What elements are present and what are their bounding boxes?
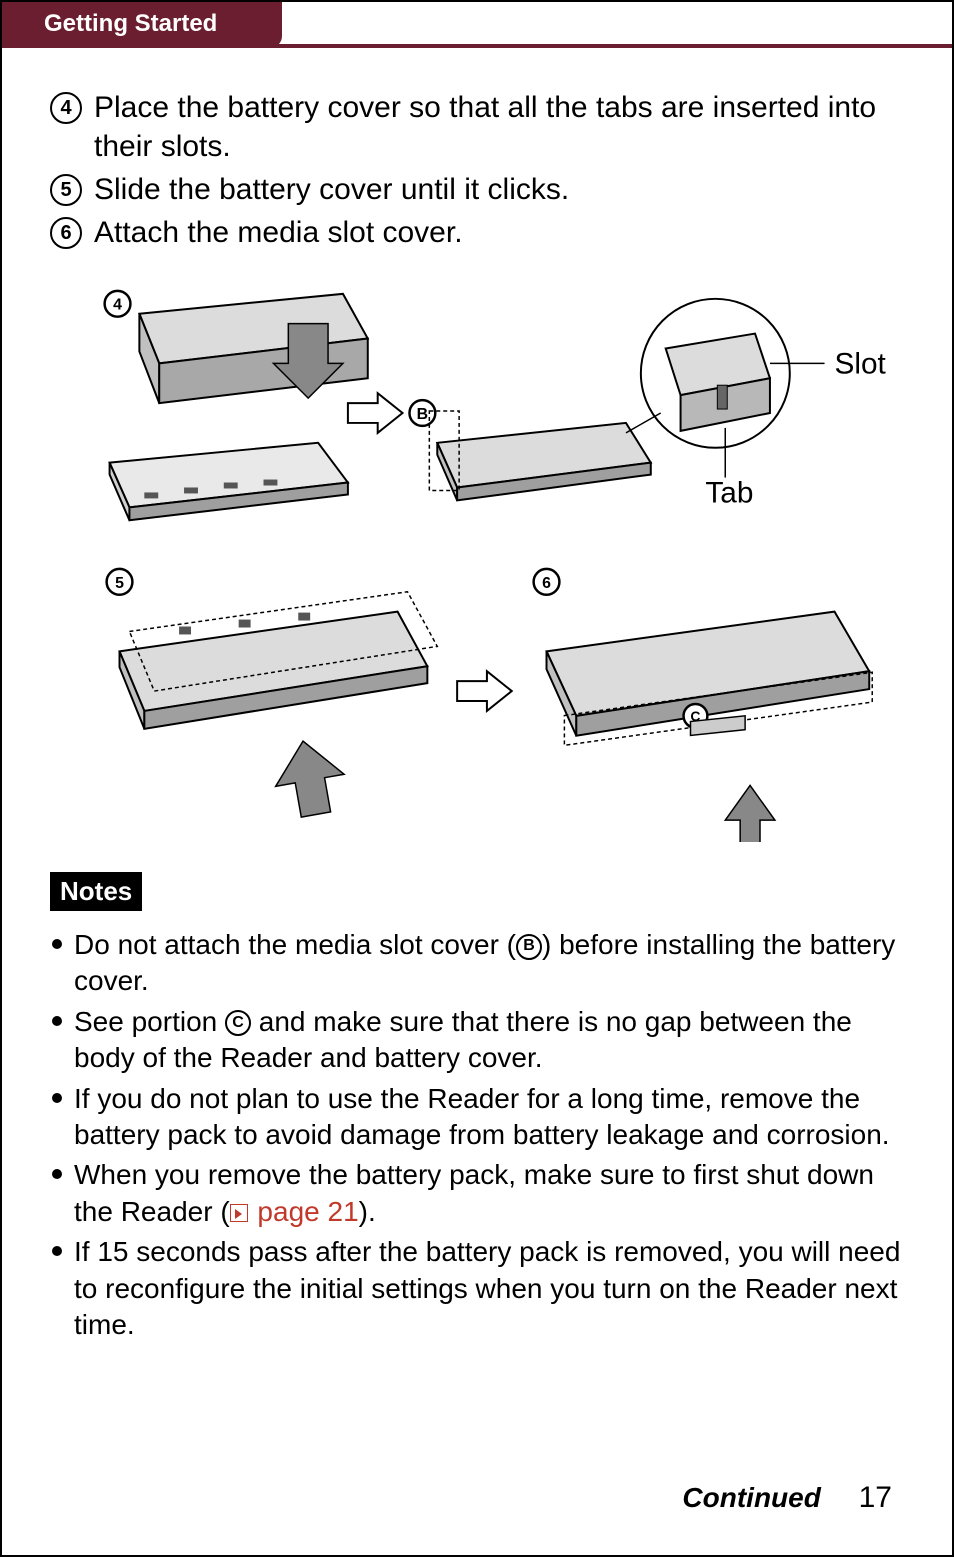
page-number: 17 — [859, 1481, 892, 1514]
callout-4-label: 4 — [113, 297, 122, 314]
step-list: 4 Place the battery cover so that all th… — [50, 88, 904, 252]
note-item: See portion C and make sure that there i… — [50, 1004, 904, 1077]
note-item: If 15 seconds pass after the battery pac… — [50, 1234, 904, 1343]
continued-label: Continued — [682, 1482, 820, 1513]
step-6: 6 Attach the media slot cover. — [50, 213, 904, 252]
note-text: ). — [359, 1196, 376, 1227]
note-text: When you remove the battery pack, make s… — [74, 1159, 874, 1226]
note-text: Do not attach the media slot cover ( — [74, 929, 516, 960]
step-number-5: 5 — [50, 174, 82, 206]
notes-list: Do not attach the media slot cover (B) b… — [50, 927, 904, 1343]
note-item: When you remove the battery pack, make s… — [50, 1157, 904, 1230]
note-text: If you do not plan to use the Reader for… — [74, 1083, 890, 1150]
step-text: Attach the media slot cover. — [94, 213, 904, 252]
note-text: See portion — [74, 1006, 225, 1037]
step-text: Slide the battery cover until it clicks. — [94, 170, 904, 209]
svg-text:6: 6 — [542, 575, 551, 592]
notes-heading: Notes — [50, 872, 142, 911]
step-number-4: 4 — [50, 92, 82, 124]
circled-b-icon: B — [516, 934, 542, 960]
svg-text:5: 5 — [115, 575, 124, 592]
circled-c-icon: C — [225, 1010, 251, 1036]
link-text: page 21 — [257, 1196, 358, 1227]
slot-label: Slot — [834, 347, 886, 380]
step-number-6: 6 — [50, 217, 82, 249]
page-link[interactable]: page 21 — [230, 1196, 359, 1227]
note-item: Do not attach the media slot cover (B) b… — [50, 927, 904, 1000]
svg-text:B: B — [417, 406, 428, 423]
tab-label: Tab — [705, 476, 753, 509]
instruction-diagram: 4 B — [50, 272, 904, 842]
page-footer: Continued 17 — [682, 1481, 892, 1515]
step-text: Place the battery cover so that all the … — [94, 88, 904, 166]
note-item: If you do not plan to use the Reader for… — [50, 1081, 904, 1154]
step-4: 4 Place the battery cover so that all th… — [50, 88, 904, 166]
note-text: If 15 seconds pass after the battery pac… — [74, 1236, 900, 1340]
link-icon — [230, 1204, 248, 1222]
section-header: Getting Started — [2, 2, 282, 48]
step-5: 5 Slide the battery cover until it click… — [50, 170, 904, 209]
